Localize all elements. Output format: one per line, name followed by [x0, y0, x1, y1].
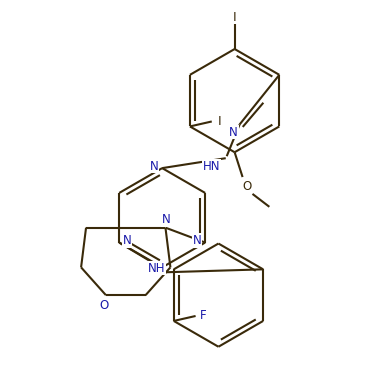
Text: I: I [233, 11, 236, 24]
Text: O: O [242, 180, 251, 194]
Text: F: F [200, 310, 207, 322]
Text: O: O [99, 299, 109, 311]
Text: HN: HN [203, 160, 221, 173]
Text: N: N [193, 234, 201, 247]
Text: N: N [162, 213, 171, 226]
Text: N: N [123, 234, 131, 247]
Text: NH: NH [148, 262, 166, 275]
Text: N: N [229, 126, 238, 139]
Text: N: N [150, 160, 159, 173]
Text: I: I [218, 115, 221, 128]
